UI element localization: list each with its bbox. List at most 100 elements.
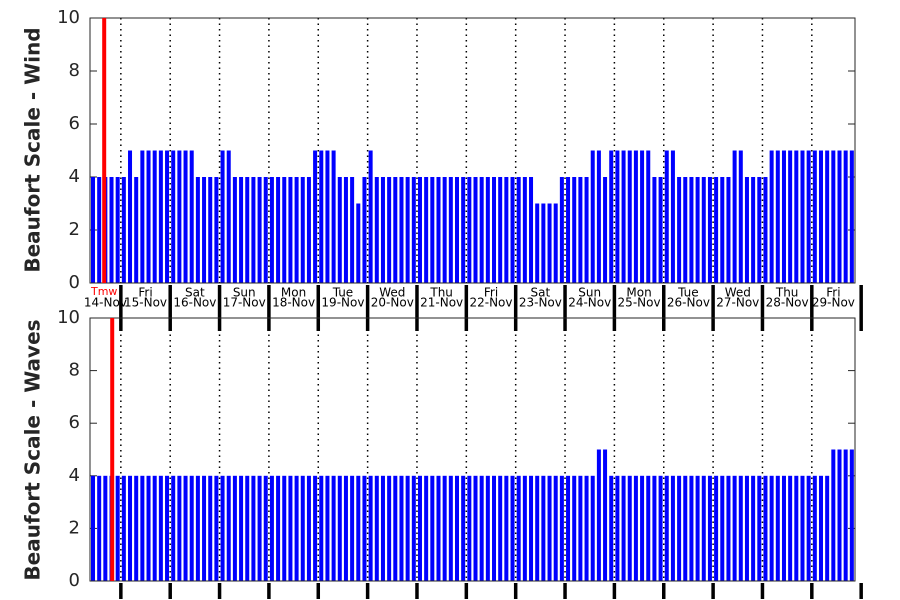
bar [300, 475, 305, 581]
bar [572, 177, 577, 283]
bar [387, 475, 392, 581]
bar [825, 150, 830, 283]
bar [738, 150, 743, 283]
bar [374, 177, 379, 283]
x-tick-date: 21-Nov [420, 296, 463, 310]
bar [461, 177, 466, 283]
bar [208, 475, 213, 581]
bar [282, 475, 287, 581]
bar [849, 150, 854, 283]
bar [165, 150, 170, 283]
x-tick-weekday: Sun [233, 286, 256, 300]
bar [257, 177, 262, 283]
y-tick-label: 4 [69, 166, 80, 187]
axes-frame [89, 17, 856, 284]
bar [831, 449, 836, 581]
x-tick-date: 26-Nov [667, 296, 710, 310]
y-tick-label: 6 [69, 412, 80, 433]
bar [726, 177, 731, 283]
bar [590, 475, 595, 581]
bar [121, 177, 126, 283]
bar [177, 150, 182, 283]
bar [794, 150, 799, 283]
bar [325, 475, 330, 581]
bar [584, 475, 589, 581]
bar [695, 177, 700, 283]
bar [152, 475, 157, 581]
x-tick-date: 20-Nov [371, 296, 414, 310]
bar [177, 475, 182, 581]
bar [467, 475, 472, 581]
x-tick-weekday: Sun [578, 286, 601, 300]
bar [115, 475, 120, 581]
bar [615, 150, 620, 283]
bar [603, 449, 608, 581]
bar [837, 449, 842, 581]
bar [152, 150, 157, 283]
bar [701, 177, 706, 283]
bar [467, 177, 472, 283]
bar [615, 475, 620, 581]
bar [454, 177, 460, 283]
bar [572, 475, 577, 581]
x-tick-date: 22-Nov [469, 296, 512, 310]
bar [362, 475, 367, 581]
bar [140, 150, 145, 283]
bar [183, 475, 188, 581]
bar [535, 475, 540, 581]
bar [368, 150, 373, 283]
x-tick-date: 23-Nov [519, 296, 562, 310]
bar [282, 177, 287, 283]
bar [510, 475, 515, 581]
bar [541, 203, 546, 283]
bar [171, 475, 176, 581]
bar [183, 150, 188, 283]
bar [325, 150, 330, 283]
bar [405, 475, 410, 581]
bar [442, 475, 447, 581]
bar [356, 203, 361, 283]
bar [818, 475, 823, 581]
bar [640, 475, 645, 581]
bar [658, 177, 663, 283]
x-tick-weekday: Mon [281, 286, 306, 300]
bar [399, 475, 404, 581]
bar [263, 177, 268, 283]
y-tick-label: 10 [57, 307, 80, 328]
bar [738, 475, 743, 581]
bar [485, 177, 490, 283]
bar [633, 150, 638, 283]
x-tick-weekday: Tue [332, 286, 354, 300]
bar [843, 449, 848, 581]
y-axis-label: Beaufort Scale - Waves [21, 319, 45, 580]
bar [356, 475, 361, 581]
bar [516, 475, 521, 581]
bar [800, 150, 805, 283]
bar [720, 475, 725, 581]
y-tick-label: 2 [69, 517, 80, 538]
bar [393, 475, 398, 581]
bar [806, 150, 811, 283]
bar [319, 150, 324, 283]
bar [744, 475, 749, 581]
bar [559, 177, 564, 283]
bar [380, 475, 385, 581]
bar [103, 475, 108, 581]
bar [473, 475, 478, 581]
bar [195, 475, 200, 581]
x-tick-date: 28-Nov [766, 296, 809, 310]
y-tick-label: 8 [69, 360, 80, 381]
bar [276, 475, 281, 581]
bar [368, 475, 373, 581]
bar [498, 475, 503, 581]
bar [380, 177, 385, 283]
bar [479, 475, 484, 581]
bar [504, 177, 509, 283]
bar [522, 475, 527, 581]
bar [140, 475, 145, 581]
bar [504, 475, 509, 581]
bar [714, 177, 719, 283]
bar [652, 475, 657, 581]
bar [609, 475, 614, 581]
bar [424, 177, 429, 283]
